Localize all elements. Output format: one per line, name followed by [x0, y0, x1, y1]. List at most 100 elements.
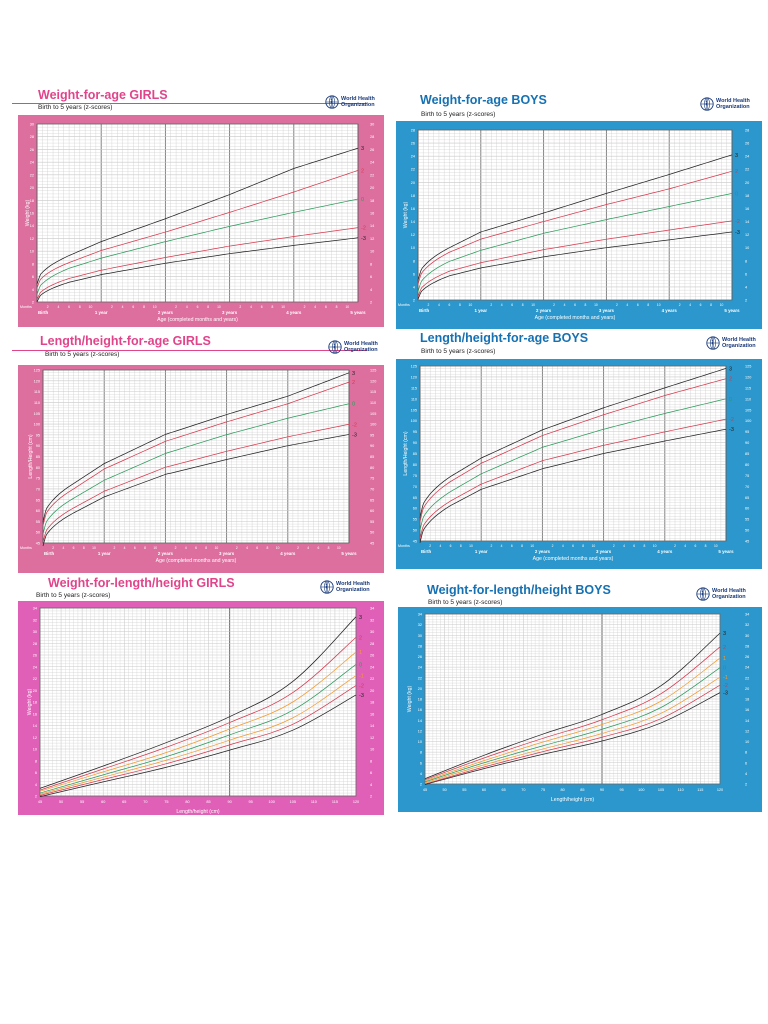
grid [417, 129, 733, 301]
month-tick-label: 6 [197, 305, 199, 309]
y-tick-label: 120 [34, 379, 40, 383]
y-tick-label: 2 [32, 301, 34, 305]
month-tick-label: 10 [215, 546, 219, 550]
title-rule [12, 103, 367, 104]
month-tick-label: 2 [297, 546, 299, 550]
series-label-z-2: -2 [735, 219, 740, 225]
year-label: 5 years [724, 308, 740, 313]
months-label: Months [398, 303, 410, 307]
series-line-z1 [424, 657, 721, 782]
y-tick-label-right: 14 [370, 224, 374, 228]
series-line-z0 [417, 193, 733, 292]
month-tick-label: 2 [429, 544, 431, 548]
y-axis-label: Weight (kg) [25, 200, 31, 227]
y-tick-label: 60 [413, 507, 417, 511]
month-tick-label: 6 [134, 546, 136, 550]
y-tick-label: 110 [411, 397, 417, 401]
x-axis-label: Length/height (cm) [551, 797, 595, 803]
plot-border [419, 365, 727, 542]
series-label-z1: 1 [723, 656, 726, 662]
month-tick-label: 6 [325, 305, 327, 309]
month-tick-label: 8 [266, 546, 268, 550]
series-group [39, 616, 357, 797]
y-tick-label-right: 16 [370, 712, 374, 716]
x-tick-label: 50 [59, 800, 63, 804]
y-tick-label-right: 80 [370, 466, 374, 470]
y-tick-label-right: 125 [370, 369, 376, 373]
y-tick-label-right: 18 [370, 701, 374, 705]
y-tick-label-right: 24 [745, 155, 749, 159]
y-tick-label-right: 125 [745, 365, 751, 369]
year-label: 1 year [95, 310, 108, 315]
series-line-z-1 [39, 675, 357, 795]
x-tick-label: 95 [249, 800, 253, 804]
series-line-z3 [419, 368, 727, 518]
y-tick-label-right: 10 [370, 250, 374, 254]
y-tick-label: 2 [420, 783, 422, 787]
month-tick-label: 10 [276, 546, 280, 550]
month-tick-label: 2 [175, 546, 177, 550]
y-tick-label-right: 14 [745, 719, 749, 723]
y-tick-label-right: 70 [745, 485, 749, 489]
series-label-z3: 3 [352, 371, 355, 377]
y-tick-label-right: 16 [745, 708, 749, 712]
months-label: Months [398, 544, 410, 548]
y-tick-label-right: 75 [370, 477, 374, 481]
y-tick-label: 34 [33, 607, 37, 611]
month-tick-label: 8 [705, 544, 707, 548]
month-tick-label: 10 [530, 544, 534, 548]
month-tick-label: 2 [52, 546, 54, 550]
y-tick-label: 14 [411, 220, 415, 224]
series-line-z2 [419, 378, 727, 523]
x-axis-label: Age (completed months and years) [535, 315, 616, 321]
series-line-z0 [419, 398, 727, 531]
month-tick-label: 6 [511, 544, 513, 548]
y-tick-label-right: 16 [745, 207, 749, 211]
y-tick-label-right: 26 [370, 148, 374, 152]
x-tick-label: 100 [269, 800, 275, 804]
series-label-z-3: -3 [723, 691, 728, 697]
y-tick-label: 120 [411, 375, 417, 379]
y-tick-label-right: 120 [745, 375, 751, 379]
y-tick-label: 22 [30, 173, 34, 177]
month-tick-label: 4 [438, 303, 440, 307]
month-tick-label: 8 [459, 303, 461, 307]
y-tick-label-right: 105 [745, 408, 751, 412]
y-tick-label: 45 [413, 540, 417, 544]
chart-subtitle: Birth to 5 years (z-scores) [36, 592, 111, 599]
series-label-z-1: -1 [723, 675, 728, 681]
month-tick-label: 6 [317, 546, 319, 550]
series-label-z-3: -3 [352, 432, 357, 438]
y-tick-label: 20 [30, 186, 34, 190]
y-tick-label: 22 [411, 168, 415, 172]
y-tick-label-right: 45 [745, 540, 749, 544]
month-tick-label: 8 [643, 544, 645, 548]
series-label-z-2: -2 [729, 417, 734, 423]
series-label-z2: 2 [361, 168, 364, 174]
year-label: 2 years [158, 551, 174, 556]
y-tick-label: 80 [413, 463, 417, 467]
month-tick-label: 4 [185, 546, 187, 550]
year-label: Birth [38, 310, 49, 315]
y-tick-label-right: 6 [745, 761, 747, 765]
y-tick-label-right: 75 [745, 474, 749, 478]
x-axis-label: Age (completed months and years) [157, 317, 238, 323]
plot-border [36, 123, 359, 303]
x-axis-label: Age (completed months and years) [156, 558, 237, 564]
month-tick-label: 8 [144, 546, 146, 550]
y-tick-label-right: 8 [745, 259, 747, 263]
month-tick-label: 2 [674, 544, 676, 548]
y-tick-label: 14 [33, 724, 37, 728]
month-tick-label: 10 [345, 305, 349, 309]
y-tick-label-right: 50 [370, 531, 374, 535]
series-line-z2 [417, 170, 733, 285]
y-tick-label-right: 14 [370, 724, 374, 728]
y-tick-label: 34 [418, 613, 422, 617]
y-tick-label-right: 20 [370, 186, 374, 190]
month-tick-label: 10 [720, 303, 724, 307]
month-tick-label: 4 [314, 305, 316, 309]
y-tick-label: 105 [34, 412, 40, 416]
y-tick-label: 95 [413, 430, 417, 434]
chart-title: Weight-for-length/height GIRLS [48, 576, 235, 590]
